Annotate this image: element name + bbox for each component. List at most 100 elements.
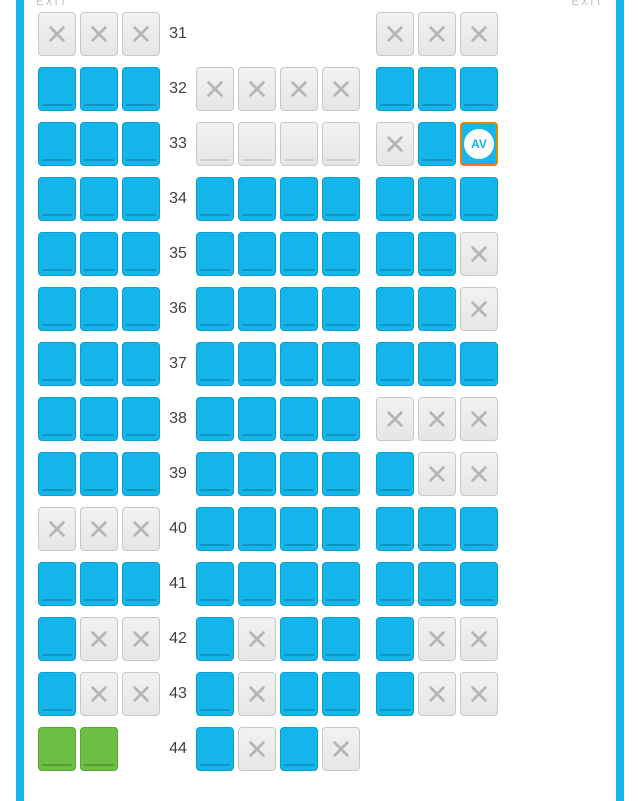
seat-32H[interactable] — [376, 67, 414, 111]
seat-41G[interactable] — [322, 562, 360, 606]
seat-33J[interactable] — [418, 122, 456, 166]
seat-40D[interactable] — [196, 507, 234, 551]
seat-38G[interactable] — [322, 397, 360, 441]
seat-42D[interactable] — [196, 617, 234, 661]
seat-42G[interactable] — [322, 617, 360, 661]
seat-32B[interactable] — [80, 67, 118, 111]
seat-38C[interactable] — [122, 397, 160, 441]
seat-44D[interactable] — [196, 727, 234, 771]
seat-36J[interactable] — [418, 287, 456, 331]
seat-row-38: 38 — [38, 391, 602, 446]
seat-33K[interactable]: AV — [460, 122, 498, 166]
seat-36H[interactable] — [376, 287, 414, 331]
seat-41A[interactable] — [38, 562, 76, 606]
seat-40K[interactable] — [460, 507, 498, 551]
seat-40J[interactable] — [418, 507, 456, 551]
seat-34H[interactable] — [376, 177, 414, 221]
seat-38E[interactable] — [238, 397, 276, 441]
seat-37B[interactable] — [80, 342, 118, 386]
seat-43H[interactable] — [376, 672, 414, 716]
seat-35D[interactable] — [196, 232, 234, 276]
seat-35G[interactable] — [322, 232, 360, 276]
seat-40E[interactable] — [238, 507, 276, 551]
seat-35C[interactable] — [122, 232, 160, 276]
seat-36E[interactable] — [238, 287, 276, 331]
seat-36B[interactable] — [80, 287, 118, 331]
seat-35B[interactable] — [80, 232, 118, 276]
seat-42A[interactable] — [38, 617, 76, 661]
seat-41F[interactable] — [280, 562, 318, 606]
seat-37J[interactable] — [418, 342, 456, 386]
seat-38B[interactable] — [80, 397, 118, 441]
seat-32K[interactable] — [460, 67, 498, 111]
seat-37G[interactable] — [322, 342, 360, 386]
seat-39D[interactable] — [196, 452, 234, 496]
seat-40G[interactable] — [322, 507, 360, 551]
seat-39G[interactable] — [322, 452, 360, 496]
seat-41E[interactable] — [238, 562, 276, 606]
seat-41J[interactable] — [418, 562, 456, 606]
seat-36A[interactable] — [38, 287, 76, 331]
seat-37A[interactable] — [38, 342, 76, 386]
seat-39E[interactable] — [238, 452, 276, 496]
seat-39B[interactable] — [80, 452, 118, 496]
seat-34F[interactable] — [280, 177, 318, 221]
row-number: 38 — [164, 410, 192, 428]
seat-34C[interactable] — [122, 177, 160, 221]
seat-36C[interactable] — [122, 287, 160, 331]
seat-41B[interactable] — [80, 562, 118, 606]
seat-32C[interactable] — [122, 67, 160, 111]
seat-36F[interactable] — [280, 287, 318, 331]
seat-43J — [418, 672, 456, 716]
seat-35E[interactable] — [238, 232, 276, 276]
seat-37F[interactable] — [280, 342, 318, 386]
seat-33A[interactable] — [38, 122, 76, 166]
seat-35H[interactable] — [376, 232, 414, 276]
seat-39H[interactable] — [376, 452, 414, 496]
seat-33C[interactable] — [122, 122, 160, 166]
seat-39C[interactable] — [122, 452, 160, 496]
seat-41D[interactable] — [196, 562, 234, 606]
seat-42H[interactable] — [376, 617, 414, 661]
seat-33B[interactable] — [80, 122, 118, 166]
seat-39F[interactable] — [280, 452, 318, 496]
seat-38K — [460, 397, 498, 441]
seat-44F[interactable] — [280, 727, 318, 771]
seat-37H[interactable] — [376, 342, 414, 386]
seat-37D[interactable] — [196, 342, 234, 386]
seat-38F[interactable] — [280, 397, 318, 441]
seat-40H[interactable] — [376, 507, 414, 551]
seat-34A[interactable] — [38, 177, 76, 221]
seat-39A[interactable] — [38, 452, 76, 496]
seat-36G[interactable] — [322, 287, 360, 331]
seat-32J[interactable] — [418, 67, 456, 111]
seat-34E[interactable] — [238, 177, 276, 221]
seat-44A[interactable] — [38, 727, 76, 771]
seat-35F[interactable] — [280, 232, 318, 276]
seat-36D[interactable] — [196, 287, 234, 331]
seat-40F[interactable] — [280, 507, 318, 551]
seat-34D[interactable] — [196, 177, 234, 221]
seat-43G[interactable] — [322, 672, 360, 716]
seat-37E[interactable] — [238, 342, 276, 386]
seat-38D[interactable] — [196, 397, 234, 441]
seat-44B[interactable] — [80, 727, 118, 771]
seat-37K[interactable] — [460, 342, 498, 386]
seat-row-33: 33AV — [38, 116, 602, 171]
seat-35J[interactable] — [418, 232, 456, 276]
seat-43A[interactable] — [38, 672, 76, 716]
seat-41H[interactable] — [376, 562, 414, 606]
seat-38A[interactable] — [38, 397, 76, 441]
seat-34K[interactable] — [460, 177, 498, 221]
seat-41C[interactable] — [122, 562, 160, 606]
seat-34B[interactable] — [80, 177, 118, 221]
seat-41K[interactable] — [460, 562, 498, 606]
seat-32A[interactable] — [38, 67, 76, 111]
seat-35A[interactable] — [38, 232, 76, 276]
seat-42F[interactable] — [280, 617, 318, 661]
seat-37C[interactable] — [122, 342, 160, 386]
seat-34G[interactable] — [322, 177, 360, 221]
seat-43D[interactable] — [196, 672, 234, 716]
seat-43F[interactable] — [280, 672, 318, 716]
seat-34J[interactable] — [418, 177, 456, 221]
